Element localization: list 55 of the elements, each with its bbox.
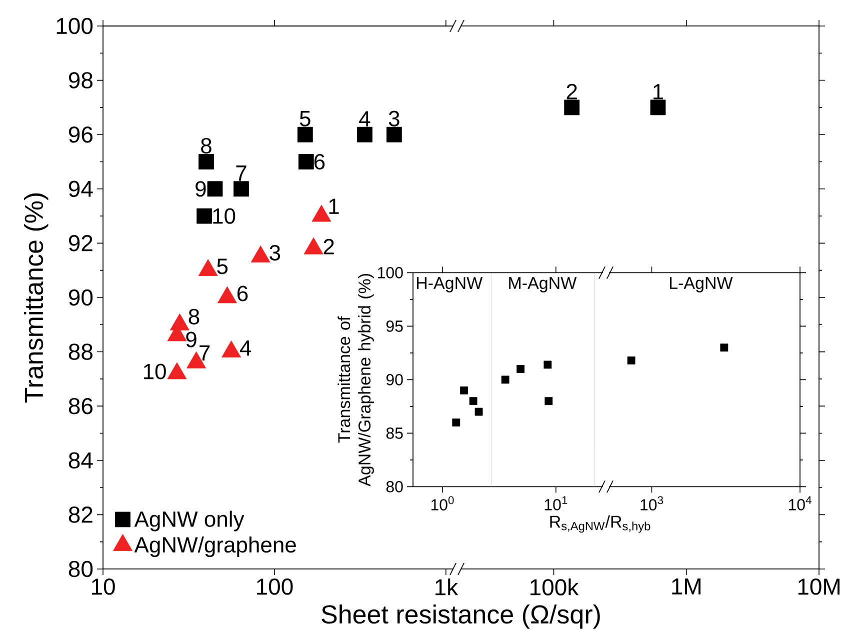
y-tick-label: 82: [68, 506, 92, 523]
x-tick-label: 10$^{3}$: [640, 496, 664, 510]
x-tick-label: 1M: [672, 578, 700, 594]
annotation: 7: [200, 345, 210, 360]
x-tick-label: 1k: [436, 578, 458, 596]
annotation: H-AgNW: [416, 277, 483, 292]
y-tick-label: 98: [68, 72, 92, 88]
annotation: 10: [213, 208, 236, 224]
annotation: 6: [238, 286, 248, 302]
y-tick-label: 80: [386, 481, 403, 492]
y-tick-label: 90: [386, 374, 403, 386]
y-tick-label: 95: [386, 320, 403, 332]
annotation: 5: [300, 111, 310, 126]
y-tick-label: 85: [386, 428, 403, 439]
annotation: 1: [329, 198, 339, 214]
annotation: 2: [566, 84, 577, 100]
annotation: 9: [186, 332, 196, 348]
y-tick-label: 94: [68, 180, 93, 198]
x-tick-label: 10$^{4}$: [788, 496, 812, 510]
y-axis-title: Transmittance (%): [24, 193, 48, 403]
x-tick-label: 100k: [530, 578, 579, 596]
y-tick-label: 90: [68, 289, 93, 306]
annotation: 4: [359, 111, 370, 126]
annotation: 10: [144, 364, 166, 380]
x-axis-title: Sheet resistance (Ω/sqr): [322, 604, 600, 629]
annotation: 3: [270, 244, 280, 261]
legend-label: AgNW/graphene: [134, 536, 296, 557]
y-axis-title: Transmittance of AgNW/Graphene hybrid (%): [338, 274, 374, 486]
annotation: 6: [314, 154, 325, 170]
y-tick-label: 92: [68, 235, 92, 252]
x-tick-label: 100: [257, 578, 293, 595]
x-axis-title: R$_{s,AgNW}$/R$_{s,hyb}$: [550, 515, 650, 533]
y-tick-label: 86: [68, 398, 92, 414]
y-tick-label: 84: [68, 452, 93, 469]
annotation: 8: [188, 308, 200, 324]
x-tick-label: 10: [92, 578, 115, 595]
y-tick-label: 100: [56, 18, 93, 34]
y-tick-label: 80: [68, 560, 93, 578]
y-tick-label: 88: [68, 344, 92, 360]
x-tick-label: 10M: [798, 578, 840, 595]
annotation: M-AgNW: [509, 277, 577, 292]
annotation: 1: [654, 84, 664, 100]
y-tick-label: 100: [378, 267, 403, 278]
annotation: 7: [236, 166, 246, 181]
y-tick-label: 96: [68, 126, 92, 143]
legend-label: AgNW only: [134, 510, 244, 532]
annotation: L-AgNW: [670, 277, 733, 292]
annotation: 9: [196, 181, 206, 197]
x-tick-label: 10$^{1}$: [544, 496, 568, 510]
annotation: 4: [240, 340, 252, 356]
annotation: 5: [217, 258, 228, 274]
x-tick-label: 10$^{0}$: [431, 496, 454, 510]
annotation: 2: [324, 238, 334, 254]
annotation: 8: [201, 138, 212, 154]
annotation: 3: [388, 110, 400, 126]
